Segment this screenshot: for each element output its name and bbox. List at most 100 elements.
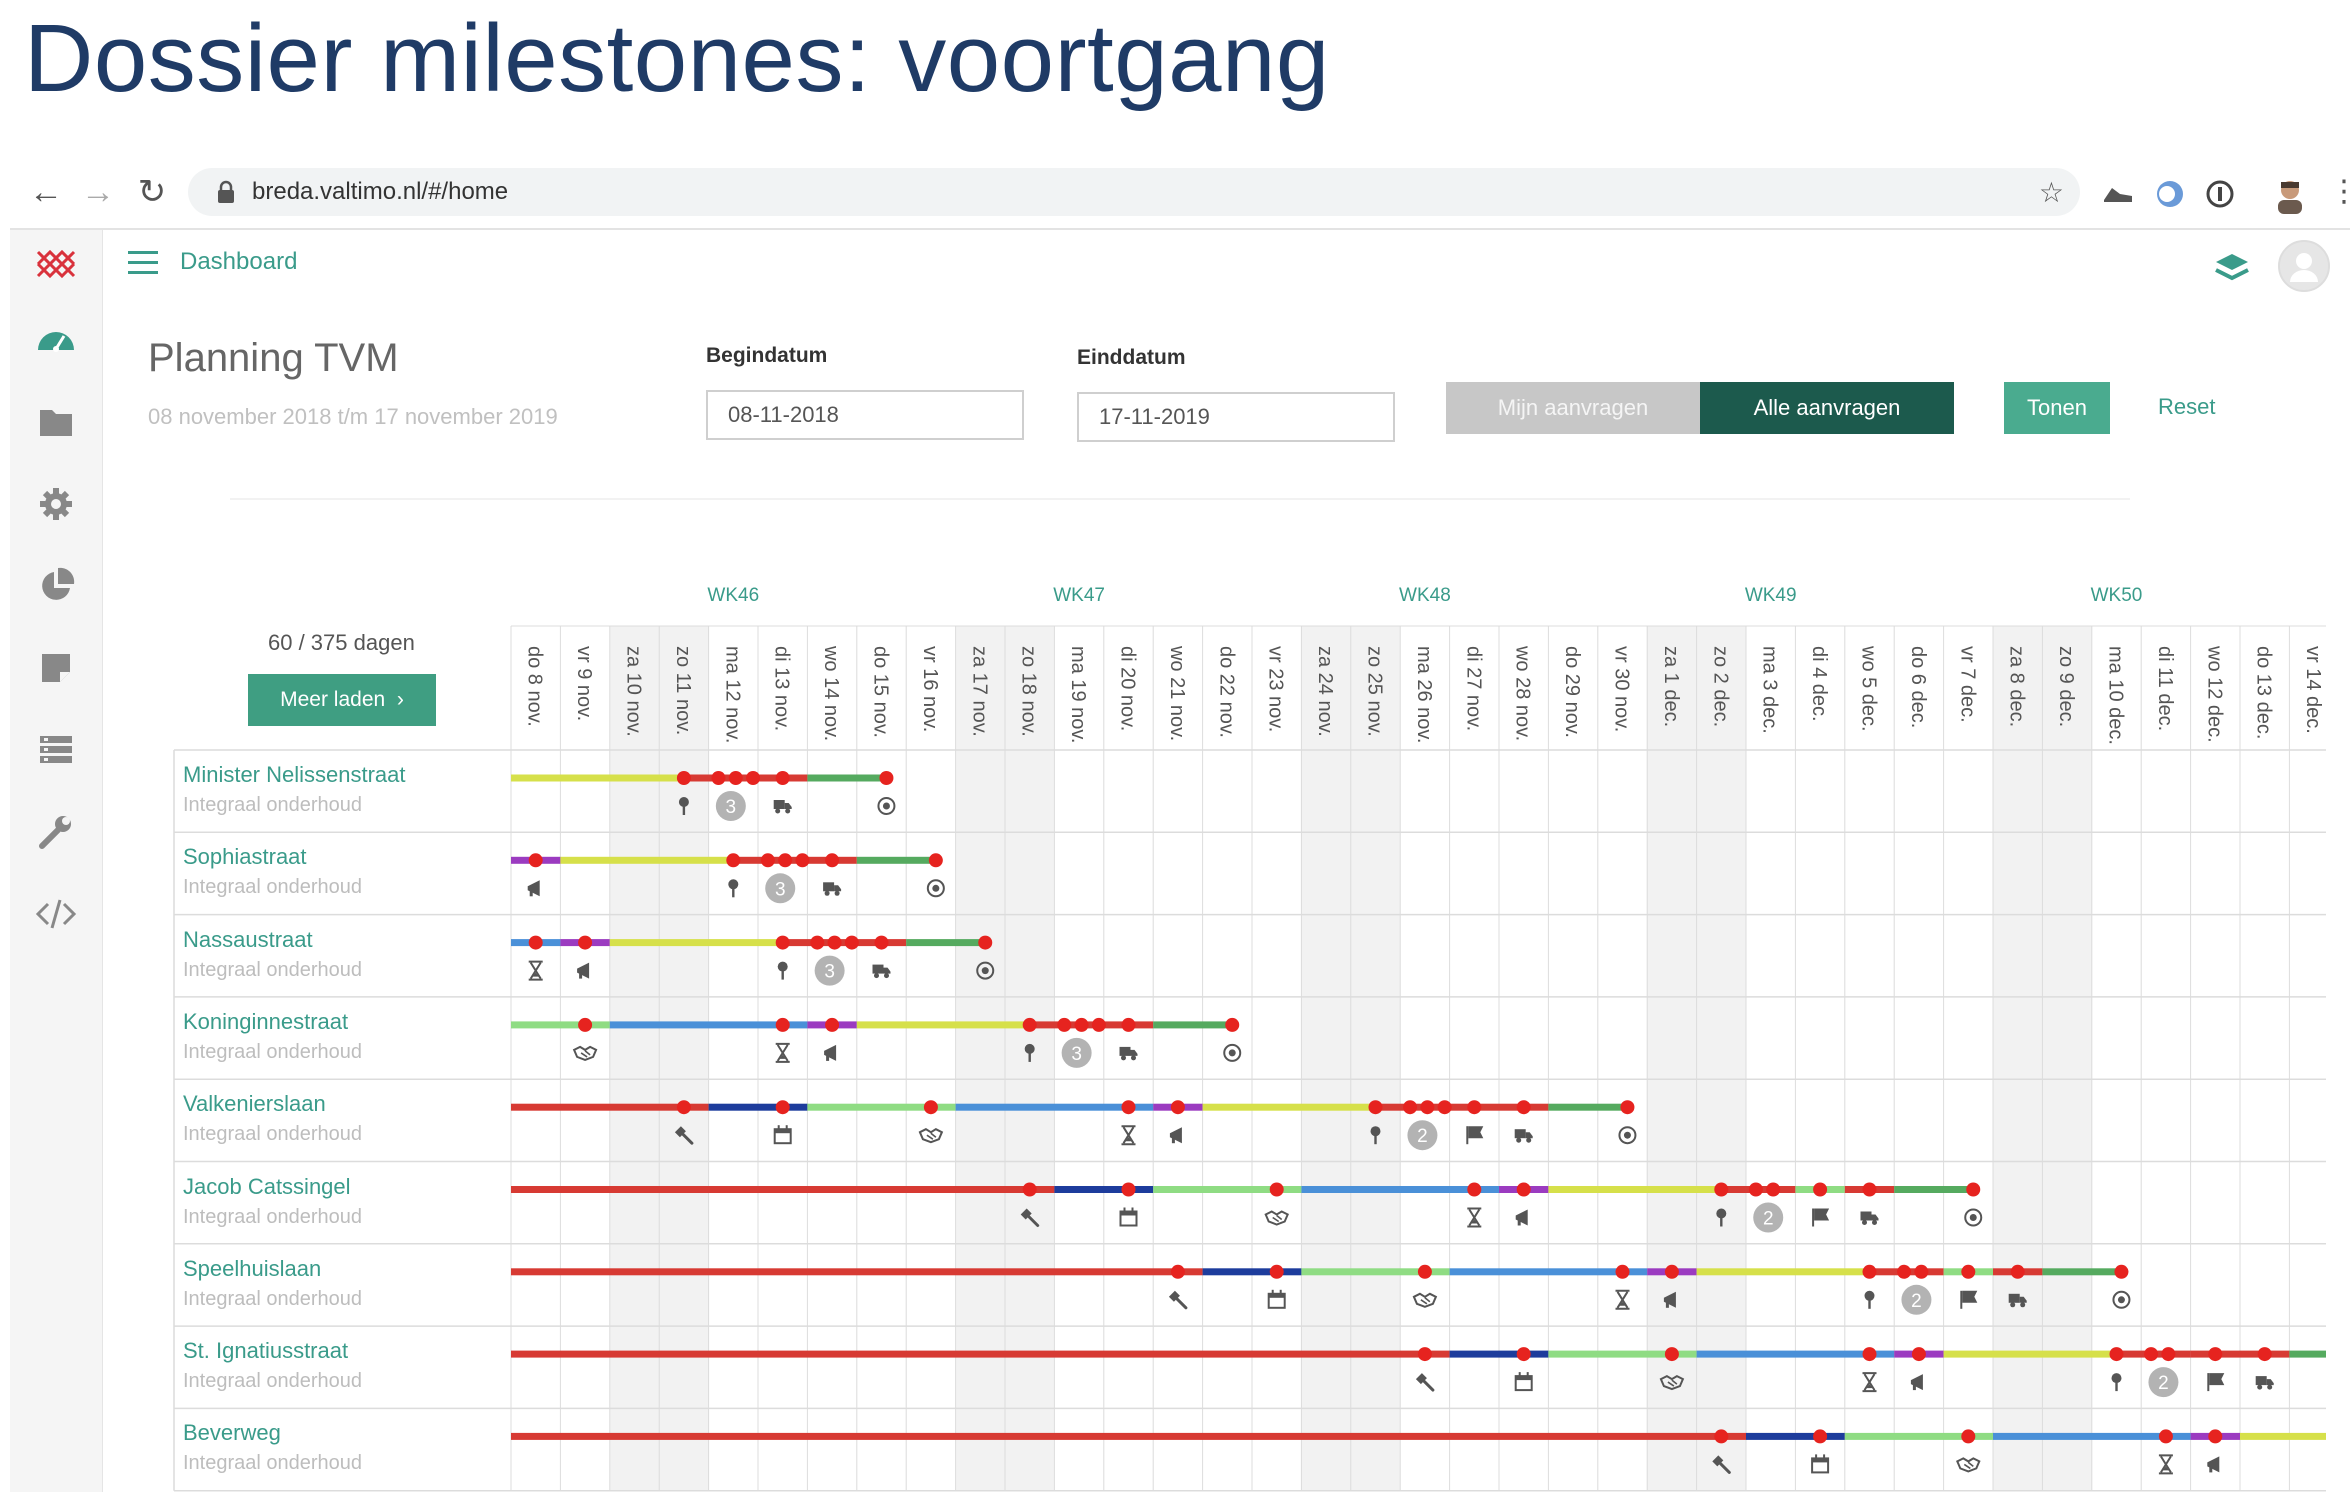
milestone-dot (775, 935, 790, 950)
milestone-dot (676, 1100, 691, 1115)
row-name[interactable]: Nassaustraat (183, 926, 313, 952)
extension-shoe-icon[interactable] (2098, 174, 2138, 214)
extension-shield-icon[interactable] (2150, 174, 2190, 214)
megaphone-icon (824, 1044, 837, 1061)
forward-icon[interactable]: → (81, 173, 115, 211)
hourglass-icon (1615, 1289, 1630, 1310)
milestone-dot (825, 1017, 840, 1032)
megaphone-icon (2207, 1456, 2220, 1473)
row-type: Integraal onderhoud (183, 794, 363, 816)
avatar[interactable] (2278, 240, 2330, 292)
end-date-input[interactable]: 17-11-2019 (1077, 392, 1395, 442)
weekend-column (1993, 626, 2043, 1491)
wrench-icon[interactable] (32, 808, 80, 856)
badge-icon: 2 (1753, 1202, 1784, 1233)
day-label: di 13 nov. (771, 646, 793, 731)
gantt-bar-segment (782, 939, 857, 947)
svg-text:2: 2 (1911, 1291, 1922, 1312)
milestone-dot (1091, 1017, 1106, 1032)
calendar-icon (1514, 1372, 1533, 1392)
breadcrumb-dashboard[interactable]: Dashboard (180, 248, 298, 275)
gantt-bar-segment (1301, 1186, 1475, 1193)
address-bar[interactable]: breda.valtimo.nl/#/home ☆ (188, 168, 2080, 216)
layers-icon[interactable] (2212, 248, 2252, 288)
handshake-icon (918, 1128, 944, 1144)
gantt-bar-segment (1523, 1350, 1549, 1358)
row-name[interactable]: Minister Nelissenstraat (183, 762, 406, 787)
gantt-bar-segment (1153, 1021, 1233, 1029)
row-name[interactable]: St. Ignatiusstraat (183, 1338, 349, 1364)
day-label: za 8 dec. (2006, 646, 2028, 727)
gear-icon[interactable] (32, 480, 80, 528)
row-name[interactable]: Sophiastraat (183, 844, 307, 870)
row-name[interactable]: Speelhuislaan (183, 1255, 322, 1281)
reload-icon[interactable]: ↻ (137, 173, 167, 211)
milestone-dot (2114, 1264, 2129, 1279)
milestone-dot (879, 771, 894, 785)
flag-icon (2207, 1373, 2225, 1392)
back-icon[interactable]: ← (29, 173, 63, 211)
gantt-bar-segment (856, 939, 907, 947)
day-label: ma 19 nov. (1067, 646, 1089, 743)
row-name[interactable]: Koninginnestraat (183, 1008, 349, 1034)
code-icon[interactable] (32, 890, 80, 938)
milestone-dot (1368, 1100, 1383, 1115)
gantt-bar-segment (585, 1021, 610, 1029)
meer-laden-button[interactable]: Meer laden › (248, 674, 436, 726)
day-label: zo 9 dec. (2055, 646, 2077, 727)
week-label: WK46 (707, 585, 759, 606)
gantt-bar-segment (1202, 1103, 1376, 1111)
gantt-bar-segment (1523, 1186, 1549, 1193)
handshake-icon (1659, 1374, 1685, 1391)
browser-menu-icon[interactable]: ⋮ (2329, 175, 2350, 208)
day-label: wo 12 dec. (2203, 645, 2225, 743)
milestone-dot (1467, 1100, 1482, 1115)
mijn-aanvragen-button[interactable]: Mijn aanvragen (1446, 382, 1700, 434)
milestone-dot (1516, 1182, 1531, 1197)
handshake-icon (1956, 1457, 1981, 1473)
extension-info-icon[interactable] (2200, 174, 2240, 214)
browser-toolbar: ← → ↻ breda.valtimo.nl/#/home ☆ ⋮ (10, 160, 2350, 230)
row-name[interactable]: Beverweg (183, 1420, 281, 1446)
folder-icon[interactable] (32, 398, 80, 446)
milestone-dot (795, 853, 810, 868)
milestone-dot (825, 853, 840, 868)
begin-date-input[interactable]: 08-11-2018 (706, 390, 1024, 440)
note-icon[interactable] (32, 644, 80, 692)
server-list-icon[interactable] (32, 726, 80, 774)
reset-button[interactable]: Reset (2158, 394, 2216, 419)
pie-chart-icon[interactable] (32, 562, 80, 610)
gantt-bar-segment (2190, 1432, 2216, 1440)
hammer-icon (1415, 1373, 1435, 1392)
milestone-dot (1714, 1182, 1729, 1197)
day-label: vr 30 nov. (1611, 646, 1633, 732)
tonen-button[interactable]: Tonen (2004, 382, 2110, 434)
gantt-bar-segment (1869, 1268, 1944, 1276)
alle-aanvragen-button[interactable]: Alle aanvragen (1700, 382, 1954, 434)
day-label: do 13 dec. (2253, 646, 2275, 739)
handshake-icon (1412, 1292, 1438, 1308)
gantt-bar-segment (782, 1021, 808, 1029)
milestone-dot (1417, 1264, 1432, 1279)
row-name[interactable]: Valkenierslaan (183, 1091, 326, 1117)
milestone-dot (528, 935, 543, 950)
gantt-bar-segment (1153, 1186, 1277, 1193)
bookmark-star-icon[interactable]: ☆ (2038, 177, 2064, 208)
gantt-bar-segment (1647, 1268, 1672, 1276)
row-name[interactable]: Jacob Catssingel (183, 1173, 351, 1199)
milestone-dot (1911, 1347, 1926, 1362)
hamburger-menu-icon[interactable] (128, 250, 162, 276)
truck-icon (823, 882, 842, 896)
badge-icon: 2 (1901, 1284, 1932, 1315)
browser-profile-icon[interactable] (2270, 174, 2310, 214)
megaphone-icon (527, 880, 540, 897)
milestone-dot (1516, 1100, 1531, 1115)
dashboard-icon[interactable] (32, 316, 80, 364)
milestone-dot (1714, 1429, 1729, 1444)
hourglass-icon (1121, 1125, 1136, 1146)
day-label: di 4 dec. (1808, 646, 1830, 722)
truck-icon (872, 964, 891, 979)
milestone-dot (978, 935, 993, 950)
day-label: do 22 nov. (1215, 646, 1237, 738)
weekend-column (1301, 626, 1351, 1491)
